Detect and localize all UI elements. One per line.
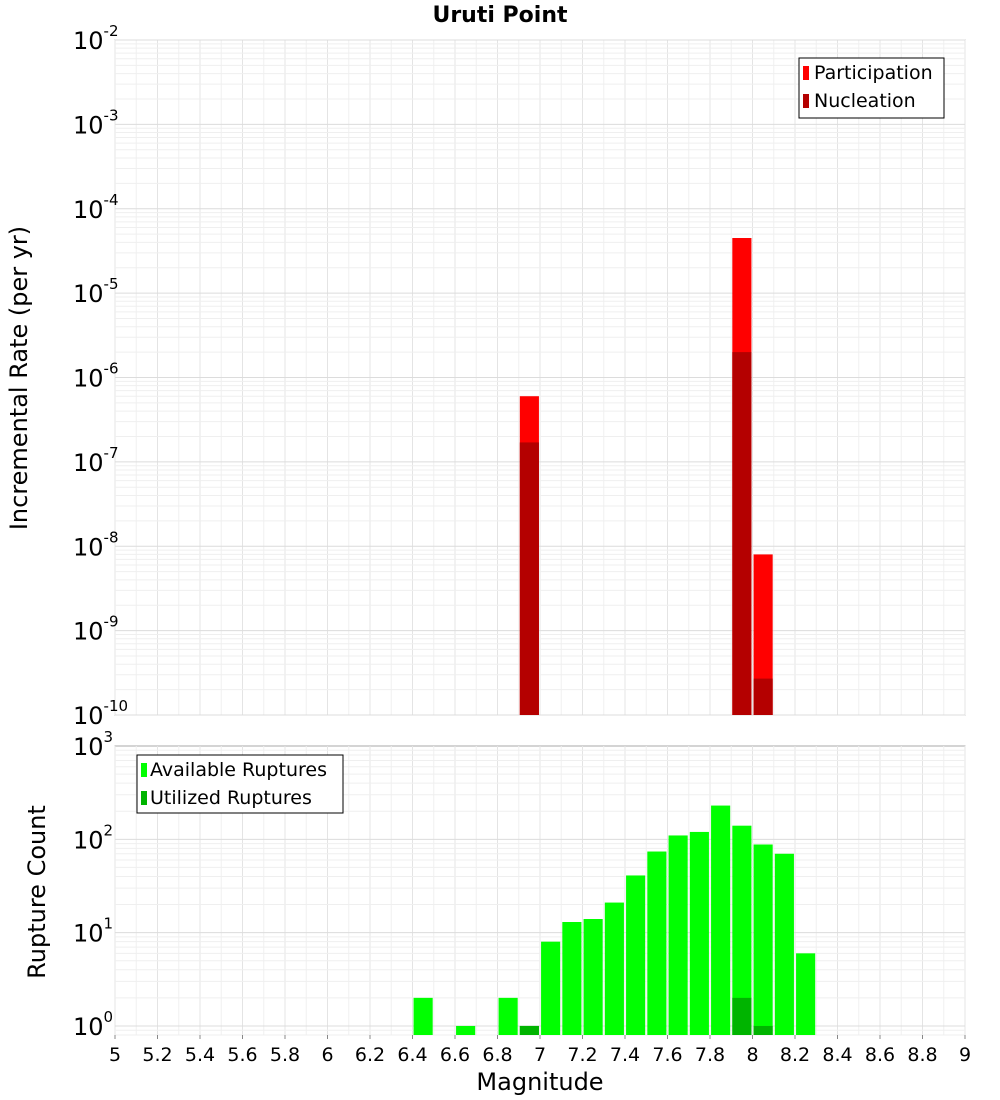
available-ruptures-bar	[647, 851, 667, 1035]
legend-swatch-participation	[803, 66, 809, 80]
available-ruptures-bar	[689, 831, 709, 1035]
bottom-legend: Available Ruptures Utilized Ruptures	[136, 754, 344, 814]
available-ruptures-bar	[413, 997, 433, 1035]
x-tick-label: 8.2	[780, 1044, 810, 1066]
x-tick-label: 7.6	[652, 1044, 682, 1066]
rupture-count-panel: 103 102 101 100 Rupture Count Available Rup…	[23, 728, 966, 1041]
top-y-tick-label: 10-9	[73, 613, 119, 646]
available-ruptures-bar	[668, 835, 688, 1035]
available-ruptures-bar	[774, 853, 794, 1035]
x-tick-label: 5.6	[227, 1044, 257, 1066]
top-y-tick-label: 10-10	[73, 697, 128, 730]
top-y-axis-label: Incremental Rate (per yr)	[5, 226, 33, 530]
x-tick-label: 6.4	[397, 1044, 427, 1066]
x-tick-label: 5	[109, 1044, 121, 1066]
bottom-y-tick-labels: 103 102 101 100	[73, 728, 113, 1041]
top-y-tick-label: 10-2	[73, 22, 119, 55]
x-tick-label: 7.8	[695, 1044, 725, 1066]
top-y-tick-label: 10-7	[73, 444, 119, 477]
top-y-tick-label: 10-6	[73, 360, 119, 393]
x-tick-labels: 5 5.2 5.4 5.6 5.8 6 6.2 6.4 6.6 6.8 7 7.2 7.4 7.6 7.8 8…	[109, 1035, 971, 1066]
x-tick-label: 8.8	[907, 1044, 937, 1066]
utilized-ruptures-bar	[732, 997, 752, 1035]
bottom-y-tick-label: 102	[73, 821, 113, 854]
x-tick-label: 5.8	[270, 1044, 300, 1066]
top-gridlines	[114, 39, 966, 716]
available-ruptures-bar	[626, 875, 646, 1035]
bottom-y-tick-label: 103	[73, 728, 113, 761]
nucleation-bar	[519, 442, 539, 715]
top-bars	[519, 238, 773, 715]
bottom-y-tick-label: 101	[73, 915, 113, 948]
available-ruptures-bar	[604, 902, 624, 1035]
x-tick-label: 7	[534, 1044, 546, 1066]
top-y-tick-label: 10-3	[73, 106, 119, 139]
top-legend: Participation Nucleation	[798, 57, 945, 119]
x-tick-label: 7.2	[567, 1044, 597, 1066]
bottom-y-axis-label: Rupture Count	[23, 805, 51, 979]
utilized-ruptures-bar	[519, 1025, 539, 1035]
available-ruptures-bar	[498, 997, 518, 1035]
x-tick-label: 5.4	[185, 1044, 215, 1066]
top-legend-box	[798, 57, 945, 119]
top-y-tick-label: 10-5	[73, 275, 119, 308]
x-tick-label: 7.4	[610, 1044, 640, 1066]
available-ruptures-bar	[583, 919, 603, 1035]
chart-title: Uruti Point	[432, 3, 568, 28]
available-ruptures-bar	[796, 953, 816, 1035]
legend-swatch-nucleation	[803, 94, 809, 108]
legend-swatch-available-ruptures	[141, 763, 147, 777]
top-y-tick-labels: 10-2 10-3 10-4 10-5 10-6 10-7 10-8 10-9 10-10	[73, 22, 128, 730]
bottom-bars	[413, 805, 816, 1035]
legend-label-nucleation: Nucleation	[814, 90, 916, 112]
incremental-rate-panel: 10-2 10-3 10-4 10-5 10-6 10-7 10-8 10-9 10-10 In…	[5, 22, 966, 730]
nucleation-bar	[753, 678, 773, 715]
bottom-legend-box	[136, 754, 344, 814]
available-ruptures-bar	[711, 805, 731, 1035]
available-ruptures-bar	[562, 922, 582, 1035]
top-y-tick-label: 10-8	[73, 528, 119, 561]
legend-label-utilized-ruptures: Utilized Ruptures	[150, 787, 312, 809]
x-tick-label: 8.6	[865, 1044, 895, 1066]
x-tick-label: 5.2	[142, 1044, 172, 1066]
x-axis-label: Magnitude	[476, 1068, 603, 1096]
x-tick-label: 8.4	[822, 1044, 852, 1066]
legend-label-available-ruptures: Available Ruptures	[150, 759, 327, 781]
x-tick-label: 8	[746, 1044, 758, 1066]
x-tick-label: 6.2	[355, 1044, 385, 1066]
x-tick-label: 6	[321, 1044, 333, 1066]
available-ruptures-bar	[456, 1025, 476, 1035]
available-ruptures-bar	[541, 941, 561, 1035]
top-y-tick-label: 10-4	[73, 191, 119, 224]
utilized-ruptures-bar	[753, 1025, 773, 1035]
available-ruptures-bar	[753, 844, 773, 1035]
available-ruptures-bar	[732, 825, 752, 1035]
x-tick-label: 6.6	[440, 1044, 470, 1066]
bottom-y-tick-label: 100	[73, 1008, 113, 1041]
nucleation-bar	[732, 352, 752, 715]
participation-bar	[753, 554, 773, 715]
legend-label-participation: Participation	[814, 62, 933, 84]
x-tick-label: 9	[959, 1044, 971, 1066]
x-tick-label: 6.8	[482, 1044, 512, 1066]
legend-swatch-utilized-ruptures	[141, 791, 147, 805]
